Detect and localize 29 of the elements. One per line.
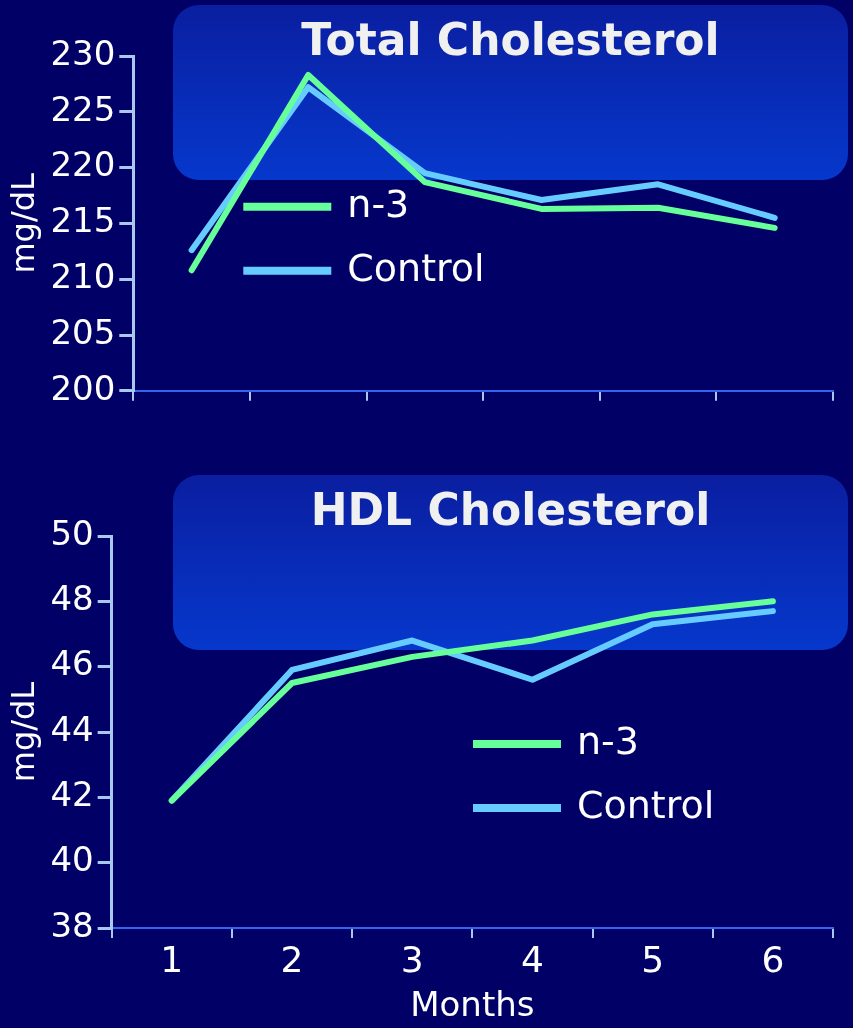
y-axis-title: mg/dL xyxy=(3,681,42,783)
x-axis-title: Months xyxy=(410,984,535,1025)
x-tick-label: 6 xyxy=(761,938,785,980)
x-tick-label: 3 xyxy=(400,938,424,980)
legend-label: n-3 xyxy=(347,181,410,226)
y-tick-label: 44 xyxy=(50,708,94,749)
legend-label: Control xyxy=(347,245,485,290)
y-tick-label: 50 xyxy=(50,512,94,553)
y-tick-label: 230 xyxy=(50,32,116,73)
y-tick-label: 220 xyxy=(50,144,116,185)
y-tick-label: 215 xyxy=(50,200,116,241)
y-tick-label: 210 xyxy=(50,256,116,297)
y-tick-label: 205 xyxy=(50,311,116,352)
y-tick-label: 48 xyxy=(50,578,94,619)
y-tick-label: 200 xyxy=(50,367,116,408)
y-tick-label: 225 xyxy=(50,88,116,129)
chart-title: HDL Cholesterol xyxy=(309,484,712,535)
chart-title: Total Cholesterol xyxy=(300,14,721,65)
y-tick-label: 46 xyxy=(50,643,94,684)
y-axis-title: mg/dL xyxy=(3,173,42,274)
y-tick-label: 40 xyxy=(50,839,94,880)
legend-label: Control xyxy=(577,782,715,827)
y-tick-label: 42 xyxy=(50,774,94,815)
x-tick-label: 4 xyxy=(520,938,544,980)
y-tick-label: 38 xyxy=(50,904,94,945)
x-tick-label: 5 xyxy=(641,938,665,980)
x-tick-label: 2 xyxy=(280,938,304,980)
legend-label: n-3 xyxy=(577,718,639,763)
x-tick-label: 1 xyxy=(160,938,184,980)
